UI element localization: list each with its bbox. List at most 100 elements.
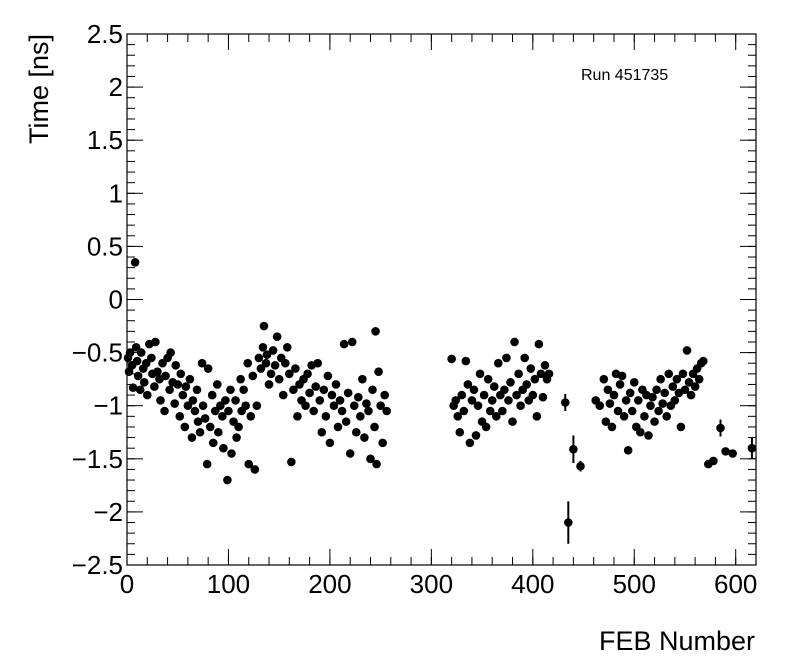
data-point bbox=[364, 406, 373, 416]
data-point bbox=[156, 396, 165, 405]
data-point bbox=[158, 358, 167, 368]
data-point bbox=[347, 337, 357, 347]
data-point bbox=[309, 406, 318, 416]
data-point bbox=[504, 396, 513, 405]
data-point bbox=[662, 412, 672, 421]
data-point bbox=[607, 422, 617, 432]
data-point bbox=[190, 406, 200, 416]
data-point bbox=[180, 422, 190, 432]
y-tick-label: −2.5 bbox=[72, 550, 123, 580]
data-point bbox=[293, 412, 302, 421]
data-point bbox=[684, 378, 694, 387]
data-point bbox=[252, 401, 262, 411]
data-point bbox=[564, 518, 573, 527]
x-tick-label: 600 bbox=[714, 569, 757, 599]
data-point bbox=[358, 374, 367, 384]
data-point bbox=[479, 390, 489, 400]
data-point bbox=[489, 382, 499, 391]
data-point bbox=[544, 369, 554, 379]
data-point bbox=[262, 350, 272, 360]
x-tick-label: 500 bbox=[613, 569, 656, 599]
data-point bbox=[256, 364, 266, 373]
x-tick-label: 0 bbox=[120, 569, 134, 599]
data-point bbox=[221, 396, 230, 405]
data-point bbox=[658, 399, 667, 408]
data-point bbox=[303, 369, 312, 379]
data-point bbox=[130, 258, 140, 267]
data-point bbox=[341, 417, 351, 426]
data-point bbox=[370, 422, 379, 432]
data-point bbox=[528, 390, 538, 400]
data-point bbox=[165, 385, 174, 395]
data-point bbox=[656, 374, 665, 384]
data-point bbox=[313, 358, 323, 368]
data-point bbox=[282, 342, 292, 352]
data-point bbox=[453, 412, 463, 421]
y-tick-label: 1 bbox=[109, 178, 123, 208]
data-point bbox=[236, 374, 245, 384]
data-point bbox=[141, 358, 151, 368]
data-point bbox=[150, 382, 159, 391]
data-point bbox=[205, 422, 215, 432]
data-point bbox=[471, 431, 481, 440]
data-point bbox=[125, 348, 135, 357]
data-point bbox=[197, 358, 207, 368]
data-point bbox=[142, 390, 152, 400]
data-point bbox=[625, 388, 635, 398]
data-point bbox=[451, 396, 461, 405]
data-point bbox=[210, 406, 220, 416]
data-point bbox=[171, 361, 180, 370]
data-point bbox=[135, 385, 145, 395]
data-point bbox=[536, 369, 546, 379]
data-point bbox=[540, 361, 550, 370]
data-point bbox=[605, 399, 615, 408]
data-point bbox=[203, 364, 213, 373]
data-point bbox=[224, 406, 233, 416]
data-point bbox=[198, 401, 208, 411]
data-point bbox=[266, 369, 276, 379]
data-point bbox=[250, 465, 260, 474]
data-point bbox=[534, 339, 544, 349]
data-point bbox=[360, 433, 369, 442]
data-point bbox=[506, 378, 515, 387]
data-point bbox=[362, 399, 371, 408]
data-point bbox=[368, 385, 377, 395]
data-point bbox=[329, 401, 339, 411]
data-point bbox=[475, 369, 485, 379]
data-point bbox=[615, 380, 625, 389]
data-point bbox=[660, 388, 669, 398]
data-point bbox=[682, 346, 692, 355]
data-point bbox=[219, 443, 228, 453]
data-point bbox=[343, 388, 353, 398]
y-tick-label: −2 bbox=[93, 497, 123, 527]
data-point bbox=[599, 374, 609, 384]
run-annotation: Run 451735 bbox=[581, 67, 668, 84]
data-point bbox=[709, 456, 718, 466]
data-point bbox=[520, 353, 529, 363]
data-point bbox=[187, 433, 197, 442]
y-tick-label: 0 bbox=[109, 285, 123, 315]
data-point bbox=[514, 369, 523, 379]
data-point bbox=[372, 459, 381, 469]
data-point bbox=[207, 390, 217, 400]
data-point bbox=[229, 417, 238, 426]
data-point bbox=[195, 427, 205, 437]
data-point bbox=[234, 422, 243, 432]
data-point bbox=[491, 412, 501, 421]
data-point bbox=[459, 406, 469, 416]
data-point bbox=[465, 438, 475, 448]
data-point bbox=[128, 383, 138, 392]
data-point bbox=[274, 374, 284, 384]
data-point bbox=[654, 406, 663, 416]
data-point bbox=[500, 385, 509, 395]
data-point bbox=[239, 385, 248, 395]
data-point bbox=[181, 382, 191, 391]
y-tick-label: −0.5 bbox=[72, 338, 123, 368]
data-point bbox=[305, 388, 314, 398]
data-point bbox=[698, 356, 708, 366]
data-point bbox=[285, 369, 294, 379]
data-point bbox=[512, 390, 521, 400]
y-tick-label: 0.5 bbox=[87, 231, 123, 261]
